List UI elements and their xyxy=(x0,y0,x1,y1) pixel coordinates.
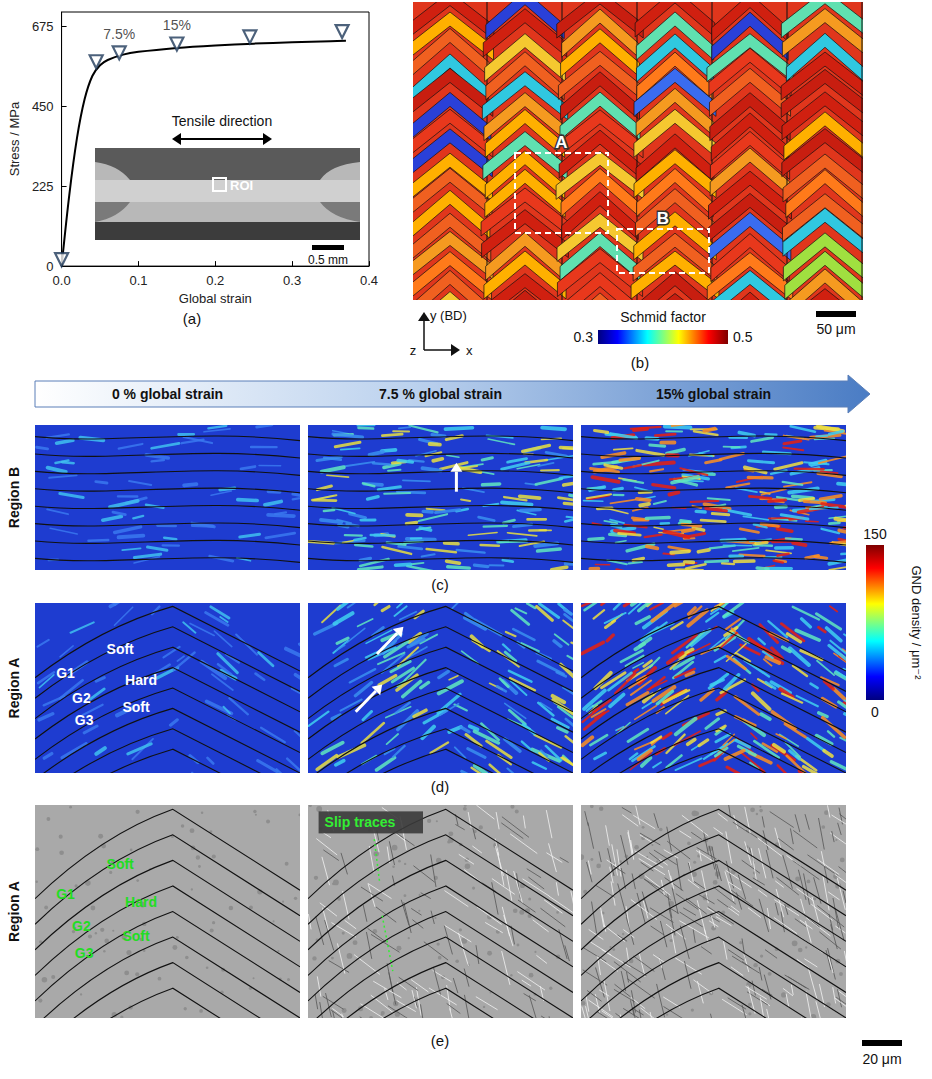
svg-text:A: A xyxy=(555,133,567,152)
svg-text:0.3: 0.3 xyxy=(283,273,301,288)
svg-text:G2: G2 xyxy=(72,690,91,706)
svg-text:Global strain: Global strain xyxy=(179,291,252,306)
svg-text:G1: G1 xyxy=(56,665,75,681)
svg-text:0 % global strain: 0 % global strain xyxy=(112,386,223,402)
svg-text:(b): (b) xyxy=(631,354,649,371)
svg-text:Slip traces: Slip traces xyxy=(325,814,396,830)
svg-text:G3: G3 xyxy=(75,945,94,961)
svg-text:675: 675 xyxy=(32,19,54,34)
svg-text:0: 0 xyxy=(871,704,879,720)
svg-text:Stress / MPa: Stress / MPa xyxy=(7,101,22,176)
svg-text:Region A: Region A xyxy=(6,658,22,719)
svg-text:(c): (c) xyxy=(431,576,449,593)
svg-text:150: 150 xyxy=(863,526,887,542)
svg-text:0.1: 0.1 xyxy=(129,273,147,288)
svg-text:Region A: Region A xyxy=(6,881,22,942)
svg-text:7.5%: 7.5% xyxy=(103,26,135,42)
svg-text:15%: 15% xyxy=(163,17,191,33)
svg-text:G1: G1 xyxy=(56,886,75,902)
svg-text:0.5 mm: 0.5 mm xyxy=(308,253,348,267)
svg-text:z: z xyxy=(410,343,417,358)
svg-text:Tensile direction: Tensile direction xyxy=(172,113,272,129)
svg-text:0.0: 0.0 xyxy=(53,273,71,288)
svg-text:Soft: Soft xyxy=(122,928,150,944)
svg-text:15% global strain: 15% global strain xyxy=(656,386,771,402)
svg-text:20 μm: 20 μm xyxy=(862,1051,901,1067)
svg-text:50 μm: 50 μm xyxy=(816,321,855,337)
svg-text:225: 225 xyxy=(32,179,54,194)
svg-text:0.5: 0.5 xyxy=(733,329,753,345)
svg-text:GND density / μm⁻²: GND density / μm⁻² xyxy=(909,565,924,680)
svg-text:Soft: Soft xyxy=(122,699,150,715)
svg-text:y (BD): y (BD) xyxy=(430,308,467,323)
svg-text:Soft: Soft xyxy=(107,856,135,872)
svg-text:Hard: Hard xyxy=(125,894,157,910)
svg-text:ROI: ROI xyxy=(230,178,253,193)
svg-text:0.4: 0.4 xyxy=(360,273,378,288)
svg-text:Hard: Hard xyxy=(125,672,157,688)
svg-text:(d): (d) xyxy=(431,778,449,795)
svg-text:B: B xyxy=(657,209,669,228)
svg-text:7.5 % global strain: 7.5 % global strain xyxy=(379,386,502,402)
svg-text:0.3: 0.3 xyxy=(574,329,594,345)
svg-text:0.2: 0.2 xyxy=(206,273,224,288)
svg-text:(e): (e) xyxy=(431,1032,449,1049)
svg-text:Schmid factor: Schmid factor xyxy=(620,309,706,325)
svg-text:Soft: Soft xyxy=(107,641,135,657)
svg-text:G3: G3 xyxy=(75,712,94,728)
svg-text:G2: G2 xyxy=(72,918,91,934)
svg-text:450: 450 xyxy=(32,99,54,114)
svg-text:Region B: Region B xyxy=(6,467,22,528)
svg-text:x: x xyxy=(466,343,473,358)
svg-text:0: 0 xyxy=(46,259,53,274)
svg-text:(a): (a) xyxy=(183,310,201,327)
